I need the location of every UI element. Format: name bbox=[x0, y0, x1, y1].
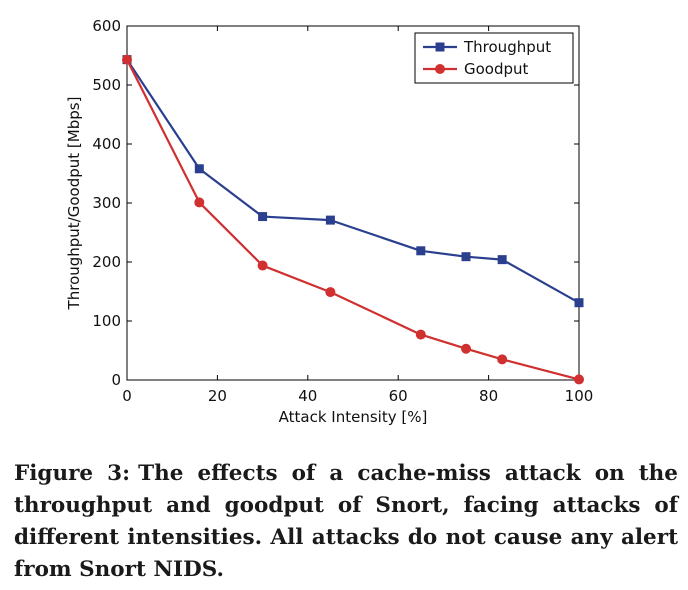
data-point-throughput bbox=[325, 215, 335, 225]
legend-label-throughput: Throughput bbox=[463, 38, 551, 56]
legend-label-goodput: Goodput bbox=[464, 60, 529, 78]
y-tick-label: 300 bbox=[92, 194, 121, 212]
series-line-goodput bbox=[126, 59, 580, 381]
series-line-throughput bbox=[126, 59, 580, 304]
x-tick-label: 20 bbox=[208, 387, 227, 405]
data-point-goodput bbox=[415, 329, 426, 340]
data-point-goodput bbox=[497, 354, 508, 365]
legend-marker-goodput bbox=[435, 64, 445, 74]
data-point-goodput bbox=[325, 287, 336, 298]
legend-marker-throughput bbox=[435, 42, 445, 52]
y-tick-label: 0 bbox=[111, 371, 121, 389]
series-layer bbox=[122, 54, 584, 385]
data-point-throughput bbox=[194, 164, 204, 174]
data-point-goodput bbox=[257, 260, 268, 271]
x-tick-label: 0 bbox=[122, 387, 132, 405]
x-tick-label: 60 bbox=[389, 387, 408, 405]
y-tick-label: 200 bbox=[92, 253, 121, 271]
y-tick-label: 500 bbox=[92, 76, 121, 94]
y-axis-title: Throughput/Goodput [Mbps] bbox=[65, 97, 83, 311]
x-tick-label: 80 bbox=[479, 387, 498, 405]
line-chart: 0 20 40 60 80 100 0 100 200 300 400 500 600 Attack In… bbox=[65, 17, 593, 426]
axes: 0 20 40 60 80 100 0 100 200 300 400 500 600 Attack In… bbox=[65, 17, 593, 426]
legend-box bbox=[414, 32, 574, 84]
data-point-goodput bbox=[194, 197, 205, 208]
figure-caption: Figure 3: The effects of a cache-miss att… bbox=[14, 458, 678, 586]
y-tick-label: 100 bbox=[92, 312, 121, 330]
data-point-goodput bbox=[461, 343, 471, 354]
data-point-goodput bbox=[122, 54, 132, 65]
x-tick-label: 40 bbox=[298, 387, 317, 405]
legend: Throughput Goodput bbox=[414, 32, 574, 84]
caption-label: Figure 3: bbox=[14, 461, 131, 486]
data-point-throughput bbox=[574, 298, 584, 308]
data-point-goodput bbox=[574, 374, 584, 385]
data-point-throughput bbox=[258, 212, 268, 222]
data-point-throughput bbox=[416, 246, 426, 256]
data-point-throughput bbox=[497, 255, 507, 265]
data-point-throughput bbox=[461, 252, 471, 262]
y-tick-label: 400 bbox=[92, 135, 121, 153]
y-tick-label: 600 bbox=[92, 17, 121, 35]
caption-text: The effects of a cache-miss attack on th… bbox=[14, 461, 678, 582]
x-tick-label: 100 bbox=[565, 387, 594, 405]
x-axis-title: Attack Intensity [%] bbox=[279, 408, 428, 426]
